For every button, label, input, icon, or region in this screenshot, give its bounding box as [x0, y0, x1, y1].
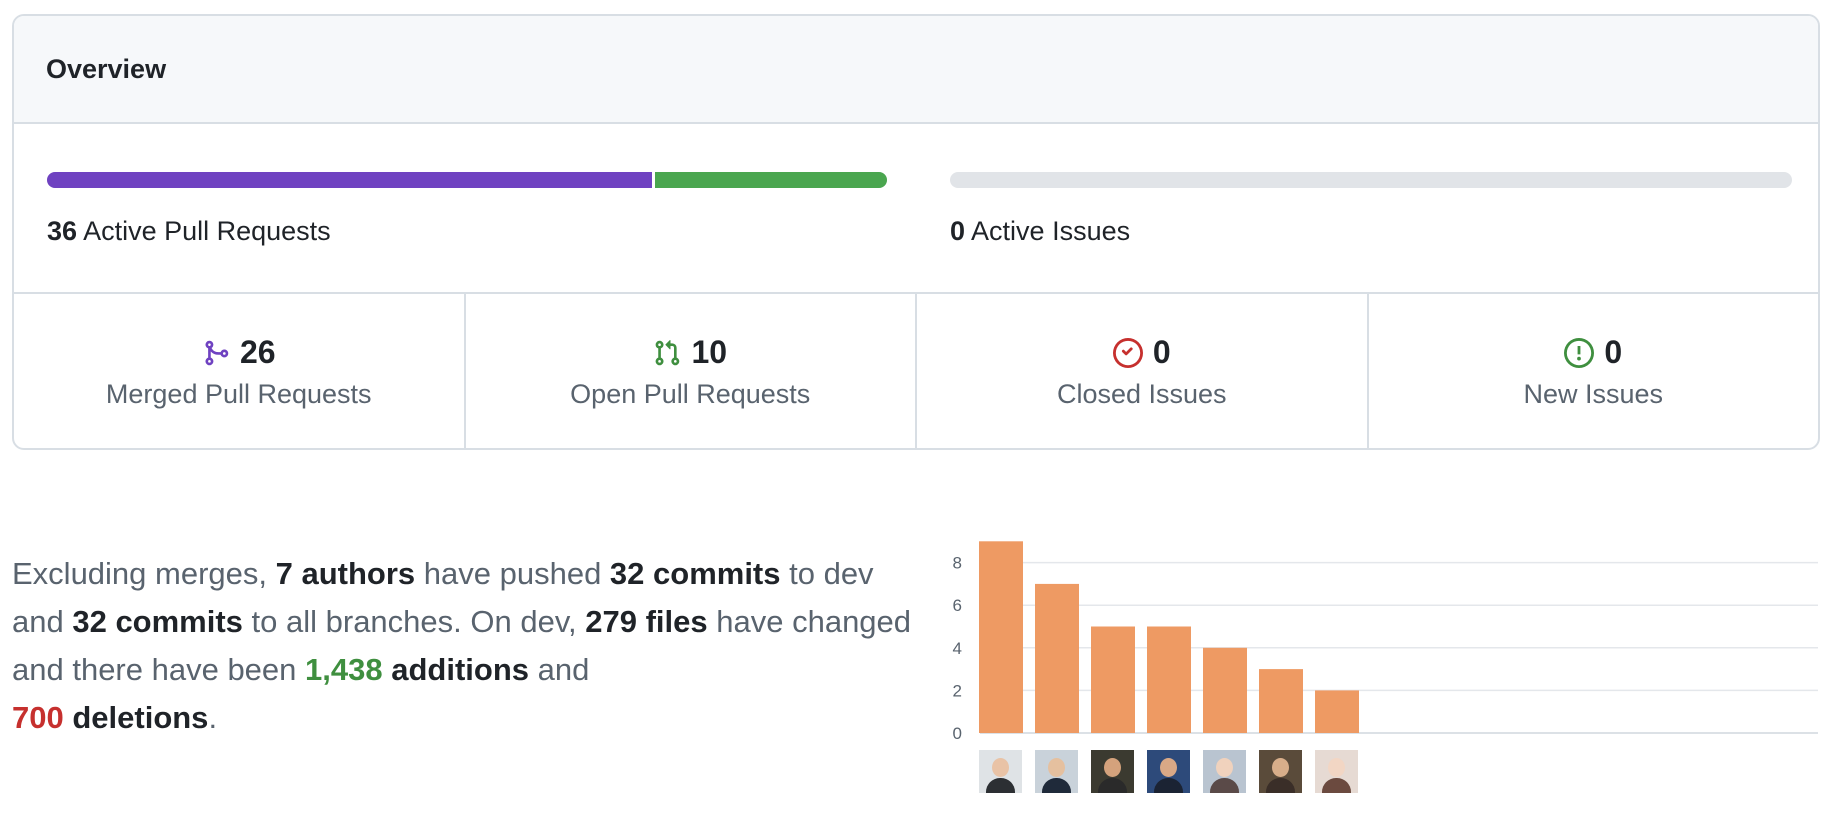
avatar-body — [1042, 778, 1071, 793]
avatar-head — [992, 758, 1009, 777]
chart-bar[interactable] — [1147, 626, 1191, 734]
y-tick-label: 0 — [953, 724, 962, 743]
open-pull-requests-label: Open Pull Requests — [570, 379, 811, 409]
issue-closed-icon — [1112, 337, 1143, 368]
commits-by-author-chart: 0 2 4 6 8 — [940, 530, 1820, 810]
overview-title: Overview — [46, 53, 167, 84]
summary-text: to dev and — [12, 556, 874, 639]
active-pull-requests-count: 36 — [47, 216, 78, 246]
closed-issues-stat[interactable]: 0 Closed Issues — [917, 294, 1369, 448]
open-segment — [654, 172, 887, 188]
overview-card: Overview 36 Active Pull Requests 0 Activ… — [12, 14, 1820, 450]
issue-opened-icon — [1564, 337, 1595, 368]
author-avatar[interactable] — [1147, 750, 1190, 793]
new-issues-stat[interactable]: 0 New Issues — [1369, 294, 1819, 448]
chart-bar[interactable] — [1091, 626, 1135, 734]
avatar-body — [1098, 778, 1127, 793]
files-changed-link[interactable]: 279 files — [585, 604, 708, 639]
chart-bar[interactable] — [1035, 583, 1079, 733]
active-pull-requests-label: Active Pull Requests — [83, 216, 331, 246]
overview-header: Overview — [14, 16, 1818, 124]
chart-bar[interactable] — [1203, 647, 1247, 733]
merged-pull-requests-stat[interactable]: 26 Merged Pull Requests — [14, 294, 466, 448]
summary-text: have changed and there have been — [12, 604, 912, 687]
commit-summary: Excluding merges, 7 authors have pushed … — [12, 550, 912, 742]
chart-bar[interactable] — [1259, 669, 1303, 733]
commits-bar-chart: 0 2 4 6 8 — [953, 541, 1818, 743]
avatar-head — [1104, 758, 1121, 777]
summary-text: have pushed — [415, 556, 610, 591]
authors-count-link[interactable]: 7 authors — [275, 556, 416, 591]
commits-dev-link[interactable]: 32 commits — [609, 556, 781, 591]
avatar-body — [1322, 778, 1351, 793]
deletions-count: 700 — [12, 700, 64, 735]
commits-all-link[interactable]: 32 commits — [72, 604, 243, 639]
stats-row: 26 Merged Pull Requests 10 Open Pull Req… — [14, 294, 1819, 448]
y-tick-label: 2 — [953, 681, 962, 700]
new-issues-count: 0 — [1604, 334, 1623, 370]
author-avatar[interactable] — [979, 750, 1022, 793]
chart-bar[interactable] — [1315, 690, 1359, 733]
git-merge-icon — [202, 339, 230, 367]
author-avatar[interactable] — [1091, 750, 1134, 793]
y-tick-label: 8 — [953, 554, 962, 573]
new-issues-label: New Issues — [1523, 379, 1664, 409]
closed-issues-label: Closed Issues — [1056, 379, 1227, 409]
open-pull-requests-count: 10 — [691, 334, 728, 370]
avatar-head — [1216, 758, 1233, 777]
git-pull-request-icon — [653, 339, 681, 367]
pull-requests-progress-bar[interactable] — [47, 172, 887, 188]
deletions-label: deletions — [63, 700, 209, 735]
merged-pull-requests-count: 26 — [239, 334, 276, 370]
author-avatar[interactable] — [1259, 750, 1302, 793]
avatar-body — [1210, 778, 1239, 793]
activity-progress-row: 36 Active Pull Requests 0 Active Issues — [14, 124, 1818, 294]
issues-progress-bar[interactable] — [950, 172, 1792, 188]
avatar-body — [1154, 778, 1183, 793]
summary-text: . — [208, 700, 218, 735]
avatar-head — [1328, 758, 1345, 777]
active-issues-summary[interactable]: 0 Active Issues — [950, 216, 1130, 247]
active-issues-label: Active Issues — [971, 216, 1131, 246]
author-avatar[interactable] — [1315, 750, 1358, 793]
additions-label: additions — [382, 652, 529, 687]
avatar-body — [1266, 778, 1295, 793]
chart-bar[interactable] — [979, 541, 1023, 733]
y-tick-label: 4 — [953, 639, 962, 658]
merged-pull-requests-label: Merged Pull Requests — [105, 379, 372, 409]
active-issues-count: 0 — [950, 216, 966, 246]
author-avatar[interactable] — [1203, 750, 1246, 793]
summary-text: and — [529, 652, 590, 687]
avatar-body — [986, 778, 1015, 793]
author-avatar[interactable] — [1035, 750, 1078, 793]
avatar-head — [1048, 758, 1065, 777]
active-pull-requests-summary[interactable]: 36 Active Pull Requests — [47, 216, 331, 247]
summary-text: Excluding merges, — [12, 556, 276, 591]
avatar-head — [1272, 758, 1289, 777]
summary-text: to all branches. On dev, — [242, 604, 586, 639]
open-pull-requests-stat[interactable]: 10 Open Pull Requests — [466, 294, 917, 448]
segment-divider — [651, 172, 655, 188]
avatar-head — [1160, 758, 1177, 777]
closed-issues-count: 0 — [1152, 334, 1171, 370]
merged-segment — [47, 172, 652, 188]
additions-count: 1,438 — [305, 652, 383, 687]
y-tick-label: 6 — [953, 596, 962, 615]
